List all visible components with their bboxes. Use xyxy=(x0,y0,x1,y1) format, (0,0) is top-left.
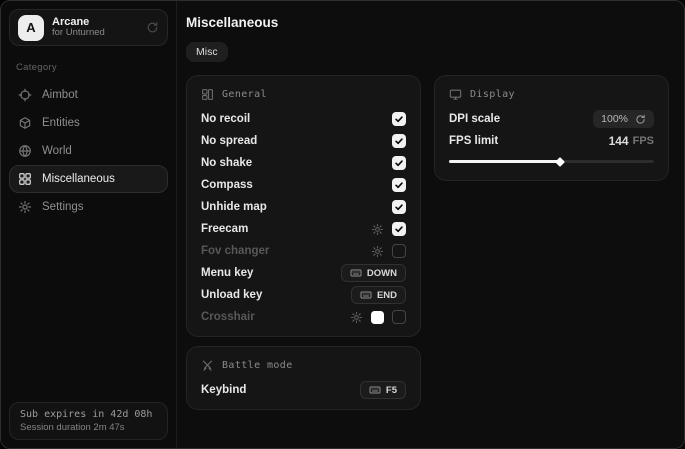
fps-limit-value: 144 xyxy=(608,134,629,148)
dpi-scale-value: 100% xyxy=(601,113,628,125)
page-title: Miscellaneous xyxy=(186,15,279,30)
layout-icon xyxy=(201,88,214,101)
grid-icon xyxy=(18,172,32,186)
category-label: Category xyxy=(16,62,57,73)
brand-name: Arcane xyxy=(52,15,90,28)
sidebar-item-label: Miscellaneous xyxy=(42,173,115,185)
crosshair-icon xyxy=(18,88,32,102)
crosshair-settings-gear-icon[interactable] xyxy=(350,311,363,324)
setting-row-menu-key: Menu key DOWN xyxy=(201,262,406,284)
no-recoil-checkbox[interactable] xyxy=(392,112,406,126)
unload-key-value: END xyxy=(376,289,397,301)
main-panel: Miscellaneous Misc General No recoil xyxy=(177,1,684,448)
crosshair-color-swatch[interactable] xyxy=(371,310,384,324)
setting-row-unhide-map: Unhide map xyxy=(201,196,406,218)
fps-slider-fill xyxy=(449,160,560,163)
keyboard-icon xyxy=(350,267,362,279)
setting-row-compass: Compass xyxy=(201,174,406,196)
brand-text: Arcane for Unturned xyxy=(52,16,138,40)
sync-icon[interactable] xyxy=(146,21,159,34)
sidebar-item-aimbot[interactable]: Aimbot xyxy=(9,81,168,109)
display-card-header: Display xyxy=(449,86,654,102)
general-card: General No recoil No spread No shake xyxy=(186,75,421,337)
battle-mode-card: Battle mode Keybind F5 xyxy=(186,346,421,410)
general-card-header: General xyxy=(201,86,406,102)
setting-row-fps-limit: FPS limit 144 FPS xyxy=(449,134,654,148)
menu-keybind-button[interactable]: DOWN xyxy=(340,264,406,282)
fov-changer-checkbox[interactable] xyxy=(392,244,406,258)
brand-avatar: A xyxy=(18,14,44,41)
battle-mode-card-title: Battle mode xyxy=(222,359,293,371)
sidebar-item-entities[interactable]: Entities xyxy=(9,109,168,137)
sidebar-item-world[interactable]: World xyxy=(9,137,168,165)
setting-row-no-shake: No shake xyxy=(201,152,406,174)
unload-keybind-button[interactable]: END xyxy=(350,286,406,304)
subscription-status: Sub expires in 42d 08h Session duration … xyxy=(9,402,168,440)
refresh-icon xyxy=(635,114,646,125)
dpi-scale-button[interactable]: 100% xyxy=(593,110,654,128)
fps-limit-unit: FPS xyxy=(632,135,654,147)
globe-icon xyxy=(18,144,32,158)
setting-row-keybind: Keybind F5 xyxy=(201,379,406,401)
setting-row-no-recoil: No recoil xyxy=(201,108,406,130)
keyboard-icon xyxy=(360,289,372,301)
freecam-checkbox[interactable] xyxy=(392,222,406,236)
setting-row-unload-key: Unload key END xyxy=(201,284,406,306)
battle-mode-card-header: Battle mode xyxy=(201,357,406,373)
sidebar-item-label: Entities xyxy=(42,117,80,129)
tab-misc[interactable]: Misc xyxy=(186,42,228,62)
gear-icon xyxy=(18,200,32,214)
brand-subtitle: for Unturned xyxy=(52,27,105,39)
no-spread-checkbox[interactable] xyxy=(392,134,406,148)
fov-settings-gear-icon[interactable] xyxy=(371,245,384,258)
sidebar-item-settings[interactable]: Settings xyxy=(9,193,168,221)
display-card-title: Display xyxy=(470,88,515,100)
no-shake-checkbox[interactable] xyxy=(392,156,406,170)
keyboard-icon xyxy=(369,384,381,396)
setting-row-fov-changer: Fov changer xyxy=(201,240,406,262)
sidebar-item-label: Aimbot xyxy=(42,89,78,101)
compass-checkbox[interactable] xyxy=(392,178,406,192)
swords-icon xyxy=(201,359,214,372)
brand-card: A Arcane for Unturned xyxy=(9,9,168,46)
setting-row-dpi-scale: DPI scale 100% xyxy=(449,108,654,130)
battle-key-value: F5 xyxy=(385,384,397,396)
crosshair-checkbox[interactable] xyxy=(392,310,406,324)
sidebar-item-miscellaneous[interactable]: Miscellaneous xyxy=(9,165,168,193)
sidebar: A Arcane for Unturned Category Aimbot En… xyxy=(1,1,177,448)
fps-limit-slider[interactable] xyxy=(449,156,654,167)
general-card-title: General xyxy=(222,88,267,100)
setting-row-crosshair: Crosshair xyxy=(201,306,406,328)
setting-row-no-spread: No spread xyxy=(201,130,406,152)
monitor-icon xyxy=(449,88,462,101)
unhide-map-checkbox[interactable] xyxy=(392,200,406,214)
sidebar-item-label: World xyxy=(42,145,72,157)
setting-row-freecam: Freecam xyxy=(201,218,406,240)
session-duration-text: Session duration 2m 47s xyxy=(20,422,125,433)
cube-icon xyxy=(18,116,32,130)
menu-key-value: DOWN xyxy=(366,267,397,279)
freecam-settings-gear-icon[interactable] xyxy=(371,223,384,236)
fps-slider-thumb[interactable] xyxy=(554,156,565,167)
display-card: Display DPI scale 100% FPS limit xyxy=(434,75,669,181)
sub-expiry-text: Sub expires in 42d 08h xyxy=(20,409,153,420)
battle-keybind-button[interactable]: F5 xyxy=(359,381,406,399)
sidebar-item-label: Settings xyxy=(42,201,84,213)
